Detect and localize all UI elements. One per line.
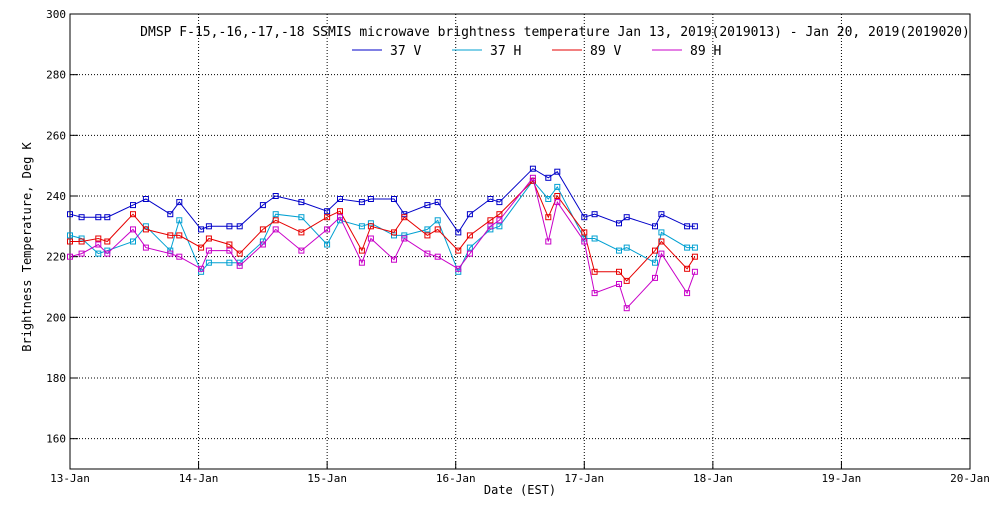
y-tick-label: 200 (46, 311, 66, 324)
series-line-37-v (70, 169, 695, 233)
y-axis-title: Brightness Temperature, Deg K (20, 141, 34, 351)
chart-title: DMSP F-15,-16,-17,-18 SSMIS microwave br… (140, 25, 970, 40)
legend-label: 37 H (490, 44, 521, 59)
axes: 13-Jan 14-Jan 15-Jan 16-Jan 17-Jan 18-Jan 19-J… (46, 8, 990, 485)
x-tick-label: 14-Jan (179, 472, 219, 485)
legend-label: 89 H (690, 44, 721, 59)
y-tick-label: 180 (46, 372, 66, 385)
y-tick-label: 300 (46, 8, 66, 21)
legend-label: 37 V (390, 44, 421, 59)
y-tick-label: 240 (46, 190, 66, 203)
y-tick-label: 220 (46, 251, 66, 264)
series-line-89-h (70, 178, 695, 308)
grid-lines (70, 14, 970, 469)
legend: 37 V 37 H 89 V 89 H (352, 44, 721, 59)
data-series (68, 166, 698, 311)
x-tick-label: 16-Jan (436, 472, 476, 485)
x-tick-label: 20-Jan (950, 472, 990, 485)
legend-label: 89 V (590, 44, 621, 59)
y-tick-label: 280 (46, 69, 66, 82)
x-tick-label: 18-Jan (693, 472, 733, 485)
y-tick-label: 160 (46, 433, 66, 446)
y-tick-label: 260 (46, 129, 66, 142)
plot-frame (70, 14, 970, 469)
x-tick-label: 19-Jan (822, 472, 862, 485)
series-line-37-h (70, 181, 695, 272)
x-tick-label: 15-Jan (307, 472, 347, 485)
x-tick-label: 13-Jan (50, 472, 90, 485)
x-axis-title: Date (EST) (484, 483, 556, 497)
x-tick-label: 17-Jan (564, 472, 604, 485)
